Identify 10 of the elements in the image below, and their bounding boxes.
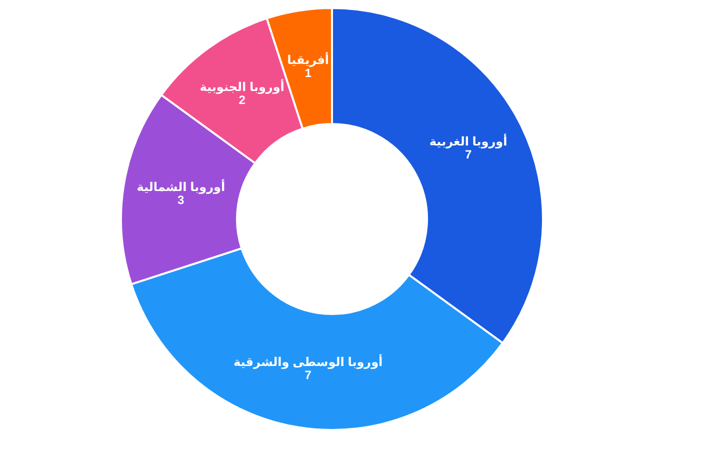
data-label: 2 — [238, 93, 246, 108]
slice-label: أفريقيا — [287, 52, 330, 67]
slice-label: أوروبا الشمالية — [136, 179, 226, 194]
data-label: 1 — [304, 66, 312, 80]
data-label: 3 — [178, 193, 185, 208]
slice-label: أوروبا الجنوبية — [200, 79, 284, 94]
data-label: 7 — [464, 148, 472, 162]
slice-label: أوروبا الغربية — [429, 134, 508, 149]
slice-label: أوروبا الوسطى والشرقية — [233, 354, 383, 370]
data-label: 7 — [304, 368, 312, 382]
